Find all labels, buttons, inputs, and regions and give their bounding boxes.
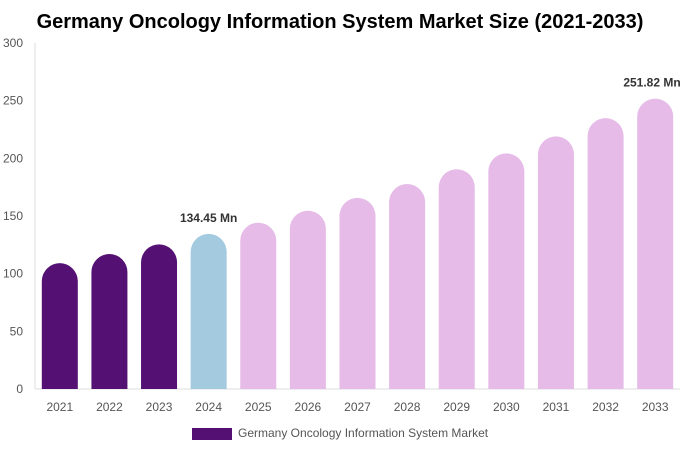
x-tick-label: 2028 <box>394 400 421 414</box>
x-tick-label: 2027 <box>344 400 371 414</box>
bar-2027 <box>339 197 376 389</box>
bar-2030 <box>488 153 525 389</box>
y-tick-label: 100 <box>3 267 23 281</box>
chart-title: Germany Oncology Information System Mark… <box>37 11 644 33</box>
legend: Germany Oncology Information System Mark… <box>192 426 489 440</box>
bar-2023 <box>141 244 178 389</box>
bar-2033 <box>637 98 674 389</box>
bar-2022 <box>91 254 128 389</box>
x-tick-label: 2024 <box>195 400 222 414</box>
y-tick-label: 150 <box>3 209 23 223</box>
x-tick-label: 2022 <box>96 400 123 414</box>
bar-2026 <box>289 210 326 389</box>
x-tick-label: 2029 <box>443 400 470 414</box>
y-tick-label: 200 <box>3 151 23 165</box>
legend-swatch <box>192 428 232 440</box>
bar-2028 <box>389 184 426 389</box>
bar-2031 <box>537 136 574 389</box>
data-label: 251.82 Mn <box>623 76 680 90</box>
bar-2021 <box>41 263 78 389</box>
x-tick-label: 2023 <box>146 400 173 414</box>
y-tick-label: 0 <box>16 382 23 396</box>
y-tick-label: 300 <box>3 36 23 50</box>
x-tick-label: 2021 <box>46 400 73 414</box>
x-tick-label: 2033 <box>642 400 669 414</box>
y-tick-label: 50 <box>10 324 24 338</box>
x-tick-label: 2025 <box>245 400 272 414</box>
bar-2024 <box>190 233 227 389</box>
data-label: 134.45 Mn <box>180 211 237 225</box>
y-tick-label: 250 <box>3 94 23 108</box>
x-tick-label: 2032 <box>592 400 619 414</box>
x-tick-label: 2026 <box>295 400 322 414</box>
bar-2029 <box>438 169 475 389</box>
legend-label: Germany Oncology Information System Mark… <box>238 426 489 440</box>
x-tick-label: 2030 <box>493 400 520 414</box>
bar-2032 <box>587 118 624 389</box>
bar-2025 <box>240 222 277 389</box>
x-tick-label: 2031 <box>543 400 570 414</box>
